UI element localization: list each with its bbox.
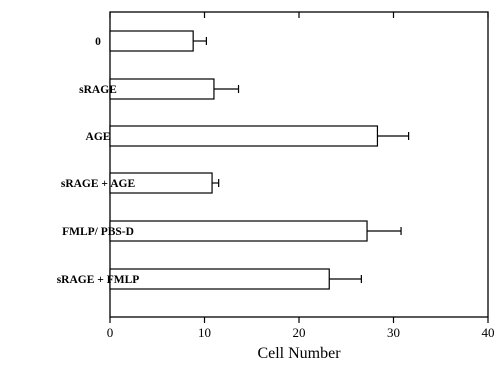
x-tick-label: 10 <box>198 325 211 340</box>
category-label: FMLP/ PBS-D <box>62 226 134 238</box>
category-labels: 0 sRAGE AGE sRAGE + AGE FMLP/ PBS-D sRAGE + F… <box>57 36 140 286</box>
bar <box>109 268 330 290</box>
x-axis-label: Cell Number <box>257 345 341 362</box>
bar <box>109 78 215 100</box>
bar <box>109 220 368 242</box>
x-tick-label: 30 <box>387 325 400 340</box>
category-label: sRAGE + FMLP <box>57 274 140 286</box>
category-label: AGE <box>86 131 111 143</box>
category-label: 0 <box>95 36 101 48</box>
error-bar-group <box>193 37 410 283</box>
bar <box>109 30 194 52</box>
bar <box>109 125 379 147</box>
x-tick-label: 20 <box>293 325 306 340</box>
x-tick-label: 40 <box>482 325 495 340</box>
category-label: sRAGE + AGE <box>61 178 136 190</box>
category-label: sRAGE <box>79 84 117 96</box>
x-ticks: 0 10 20 30 40 <box>107 12 495 340</box>
bar-group <box>109 30 379 290</box>
x-tick-label: 0 <box>107 325 114 340</box>
